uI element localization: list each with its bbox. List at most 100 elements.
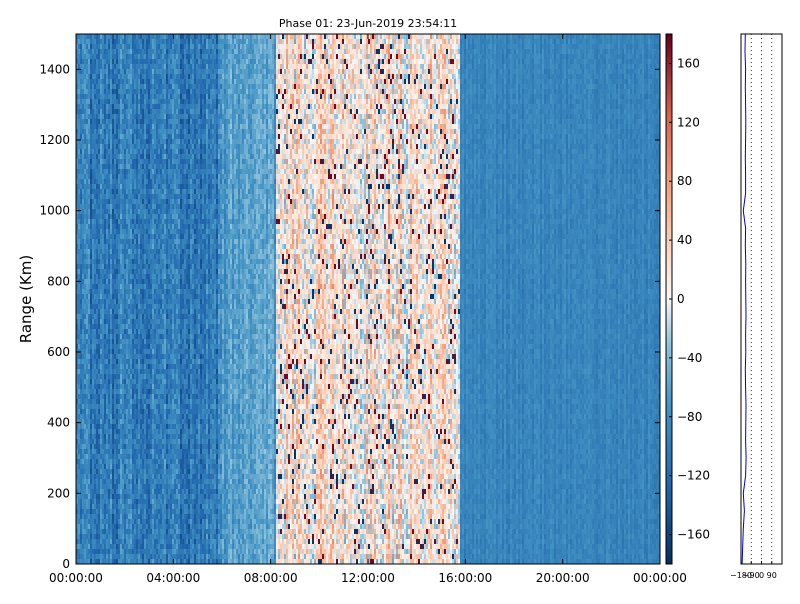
- heatmap-cell: [158, 334, 161, 340]
- heatmap-cell: [118, 299, 121, 305]
- heatmap-cell: [126, 229, 129, 235]
- heatmap-cell: [148, 409, 151, 415]
- heatmap-cell: [134, 179, 137, 185]
- heatmap-cell: [94, 59, 97, 65]
- heatmap-cell: [86, 199, 89, 205]
- heatmap-cell: [102, 174, 105, 180]
- heatmap-cell: [154, 94, 157, 100]
- heatmap-cell: [144, 239, 147, 245]
- heatmap-cell: [124, 109, 127, 115]
- heatmap-cell: [116, 299, 119, 305]
- heatmap-cell: [102, 189, 105, 195]
- heatmap-cell: [86, 499, 89, 505]
- heatmap-cell: [116, 489, 119, 495]
- heatmap-cell: [112, 414, 115, 420]
- heatmap-cell: [154, 169, 157, 175]
- heatmap-cell: [138, 324, 141, 330]
- heatmap-cell: [116, 224, 119, 230]
- heatmap-cell: [116, 284, 119, 290]
- heatmap-cell: [122, 114, 125, 120]
- heatmap-cell: [168, 164, 171, 170]
- heatmap-cell: [140, 174, 143, 180]
- heatmap-cell: [82, 184, 85, 190]
- heatmap-cell: [140, 459, 143, 465]
- heatmap-cell: [92, 469, 95, 475]
- heatmap-cell: [130, 524, 133, 530]
- heatmap-cell: [102, 129, 105, 135]
- heatmap-cell: [86, 99, 89, 105]
- heatmap-cell: [130, 359, 133, 365]
- heatmap-cell: [102, 554, 105, 560]
- heatmap-cell: [116, 404, 119, 410]
- heatmap-cell: [84, 254, 87, 260]
- heatmap-cell: [134, 474, 137, 480]
- heatmap-cell: [88, 224, 91, 230]
- heatmap-cell: [126, 69, 129, 75]
- heatmap-cell: [88, 284, 91, 290]
- heatmap-cell: [168, 394, 171, 400]
- heatmap-cell: [122, 344, 125, 350]
- heatmap-cell: [108, 534, 111, 540]
- heatmap-cell: [148, 94, 151, 100]
- heatmap-cell: [126, 249, 129, 255]
- heatmap-cell: [164, 84, 167, 90]
- heatmap-cell: [154, 149, 157, 155]
- heatmap-cell: [94, 44, 97, 50]
- heatmap-cell: [100, 259, 103, 265]
- heatmap-cell: [130, 279, 133, 285]
- heatmap-cell: [86, 504, 89, 510]
- heatmap-cell: [114, 154, 117, 160]
- heatmap-cell: [154, 389, 157, 395]
- heatmap-cell: [78, 459, 81, 465]
- heatmap-cell: [92, 139, 95, 145]
- heatmap-cell: [134, 229, 137, 235]
- heatmap-cell: [92, 279, 95, 285]
- heatmap-cell: [108, 79, 111, 85]
- heatmap-cell: [140, 159, 143, 165]
- heatmap-cell: [156, 399, 159, 405]
- heatmap-cell: [170, 34, 173, 40]
- heatmap-cell: [128, 454, 131, 460]
- heatmap-cell: [162, 229, 165, 235]
- heatmap-cell: [148, 164, 151, 170]
- heatmap-cell: [94, 394, 97, 400]
- heatmap-cell: [152, 214, 155, 220]
- heatmap-cell: [152, 454, 155, 460]
- heatmap-cell: [134, 324, 137, 330]
- heatmap-cell: [160, 344, 163, 350]
- heatmap-cell: [138, 344, 141, 350]
- heatmap-cell: [142, 39, 145, 45]
- heatmap-cell: [102, 69, 105, 75]
- heatmap-cell: [92, 179, 95, 185]
- heatmap-cell: [132, 509, 135, 515]
- heatmap-cell: [160, 529, 163, 535]
- heatmap-cell: [82, 39, 85, 45]
- heatmap-cell: [98, 439, 101, 445]
- heatmap-cell: [78, 149, 81, 155]
- heatmap-cell: [112, 39, 115, 45]
- heatmap-cell: [82, 439, 85, 445]
- heatmap-cell: [154, 49, 157, 55]
- heatmap-cell: [158, 244, 161, 250]
- heatmap-cell: [106, 499, 109, 505]
- heatmap-cell: [166, 454, 169, 460]
- heatmap-cell: [92, 549, 95, 555]
- heatmap-cell: [132, 364, 135, 370]
- heatmap-cell: [120, 89, 123, 95]
- heatmap-cell: [82, 429, 85, 435]
- heatmap-cell: [168, 544, 171, 550]
- heatmap-cell: [166, 144, 169, 150]
- heatmap-cell: [118, 54, 121, 60]
- heatmap-cell: [168, 284, 171, 290]
- heatmap-cell: [108, 309, 111, 315]
- heatmap-cell: [114, 434, 117, 440]
- heatmap-cell: [94, 169, 97, 175]
- heatmap-cell: [112, 264, 115, 270]
- heatmap-cell: [140, 119, 143, 125]
- heatmap-cell: [160, 559, 163, 564]
- heatmap-cell: [114, 174, 117, 180]
- heatmap-cell: [140, 169, 143, 175]
- heatmap-cell: [164, 94, 167, 100]
- heatmap-cell: [138, 54, 141, 60]
- heatmap-cell: [146, 179, 149, 185]
